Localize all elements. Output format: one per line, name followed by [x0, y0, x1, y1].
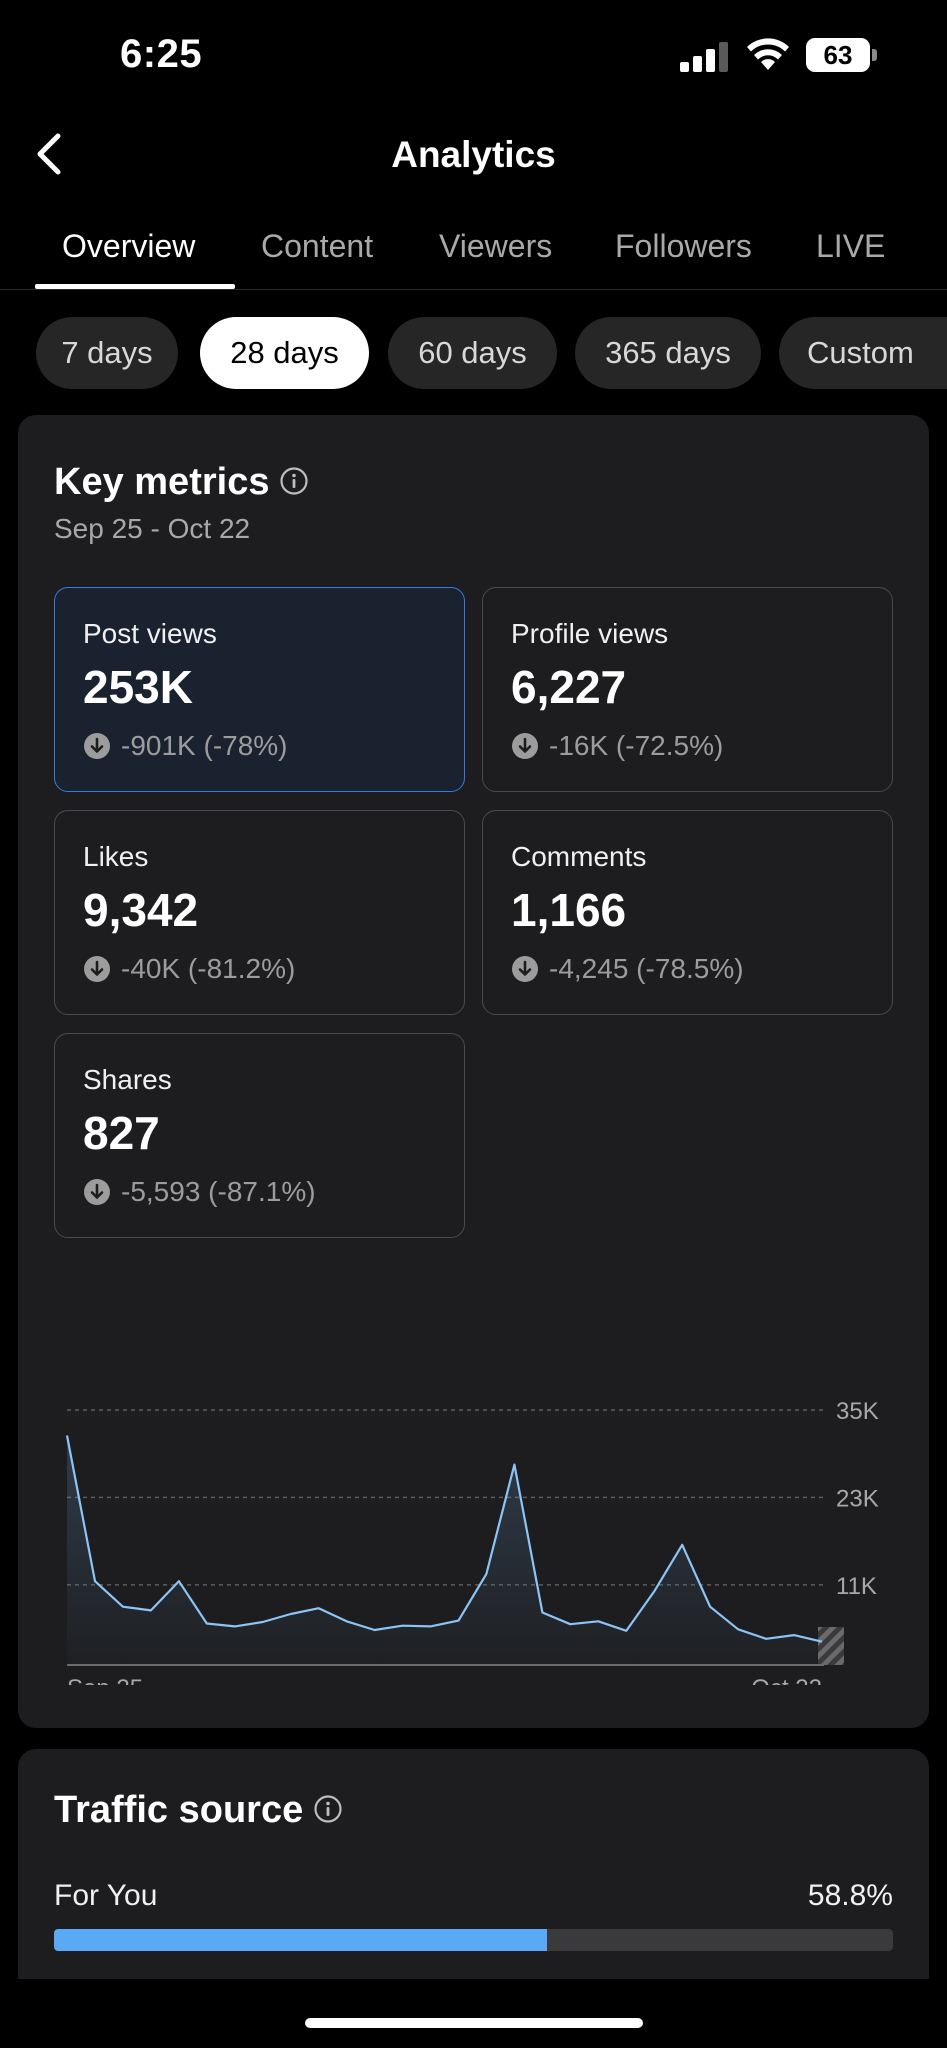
metric-delta-text: -5,593 (-87.1%) [121, 1176, 316, 1207]
info-icon[interactable] [313, 1794, 343, 1824]
metric-card-comments[interactable]: Comments 1,166 -4,245 (-78.5%) [482, 810, 893, 1015]
range-chip-7-days[interactable]: 7 days [36, 317, 178, 389]
tab-live[interactable]: LIVE [816, 228, 886, 264]
down-arrow-icon [84, 732, 110, 759]
tab-overview[interactable]: Overview [62, 228, 196, 264]
range-chip-60-days[interactable]: 60 days [388, 317, 557, 389]
metric-label: Comments [511, 841, 647, 872]
down-arrow-icon [512, 732, 538, 759]
y-tick-label: 23K [836, 1485, 879, 1512]
range-chip-custom[interactable]: Custom [779, 317, 947, 389]
metric-card-shares[interactable]: Shares 827 -5,593 (-87.1%) [54, 1033, 465, 1238]
active-tab-indicator [35, 284, 235, 289]
traffic-source-card: Traffic source For You 58.8% [18, 1749, 929, 1979]
back-chevron-icon[interactable] [30, 130, 70, 178]
range-chip-28-days[interactable]: 28 days [200, 317, 369, 389]
traffic-source-bar [54, 1929, 893, 1951]
range-chip-365-days[interactable]: 365 days [575, 317, 761, 389]
tab-followers[interactable]: Followers [615, 228, 752, 264]
date-range-selector: 7 days 28 days 60 days 365 days Custom [0, 317, 947, 389]
traffic-source-title: Traffic source [54, 1789, 304, 1831]
tab-viewers[interactable]: Viewers [439, 228, 553, 264]
battery-level: 63 [823, 40, 853, 70]
key-metrics-card: Key metrics Sep 25 - Oct 22 Post views 2… [18, 415, 929, 1728]
traffic-source-percent: 58.8% [807, 1879, 893, 1912]
y-tick-label: 35K [836, 1398, 879, 1425]
key-metrics-title: Key metrics [54, 461, 270, 503]
down-arrow-icon [84, 955, 110, 982]
metric-delta: -16K (-72.5%) [511, 730, 723, 762]
traffic-source-bar-fill [54, 1929, 548, 1951]
metric-value: 1,166 [511, 884, 627, 936]
cellular-signal-icon [680, 42, 728, 72]
metric-delta: -40K (-81.2%) [83, 953, 295, 985]
metric-value: 253K [83, 661, 193, 713]
traffic-source-heading: Traffic source [54, 1789, 343, 1832]
status-bar: 6:25 63 [0, 0, 947, 110]
down-arrow-icon [512, 955, 538, 982]
wifi-icon [747, 38, 789, 70]
metric-delta-text: -16K (-72.5%) [549, 730, 724, 761]
info-icon[interactable] [279, 466, 309, 496]
down-arrow-icon [84, 1178, 110, 1205]
metric-value: 9,342 [83, 884, 199, 936]
metric-label: Post views [83, 618, 217, 649]
chart-area-fill [67, 1435, 822, 1665]
analytics-tabs: Overview Content Viewers Followers LIVE [0, 212, 947, 290]
battery-icon: 63 [806, 38, 877, 72]
home-indicator [305, 2018, 643, 2028]
metric-card-likes[interactable]: Likes 9,342 -40K (-81.2%) [54, 810, 465, 1015]
post-views-chart[interactable]: 11K 23K 35K Sep 25 Oct 22 [18, 1265, 929, 1685]
metric-card-post-views[interactable]: Post views 253K -901K (-78%) [54, 587, 465, 792]
metric-delta-text: -40K (-81.2%) [121, 953, 296, 984]
y-tick-label: 11K [836, 1573, 877, 1600]
metric-delta: -4,245 (-78.5%) [511, 953, 744, 985]
metric-card-profile-views[interactable]: Profile views 6,227 -16K (-72.5%) [482, 587, 893, 792]
x-tick-label-end: Oct 22 [751, 1675, 822, 1685]
metric-delta-text: -4,245 (-78.5%) [549, 953, 744, 984]
navigation-bar: Analytics [0, 110, 947, 200]
metric-delta: -5,593 (-87.1%) [83, 1176, 316, 1208]
partial-day-hatch [818, 1627, 844, 1665]
metric-delta-text: -901K (-78%) [121, 730, 288, 761]
status-time: 6:25 [120, 32, 203, 76]
metric-value: 827 [83, 1107, 160, 1159]
metric-label: Shares [83, 1064, 172, 1095]
key-metrics-heading: Key metrics [54, 461, 309, 504]
page-title: Analytics [391, 134, 556, 175]
tab-content[interactable]: Content [261, 228, 374, 264]
metric-value: 6,227 [511, 661, 627, 713]
traffic-source-label: For You [54, 1879, 158, 1912]
date-range-label: Sep 25 - Oct 22 [54, 513, 251, 544]
chart-series-line [65, 1435, 823, 1643]
metric-delta: -901K (-78%) [83, 730, 288, 762]
metric-label: Likes [83, 841, 149, 872]
metric-label: Profile views [511, 618, 669, 649]
x-tick-label-start: Sep 25 [67, 1675, 143, 1685]
